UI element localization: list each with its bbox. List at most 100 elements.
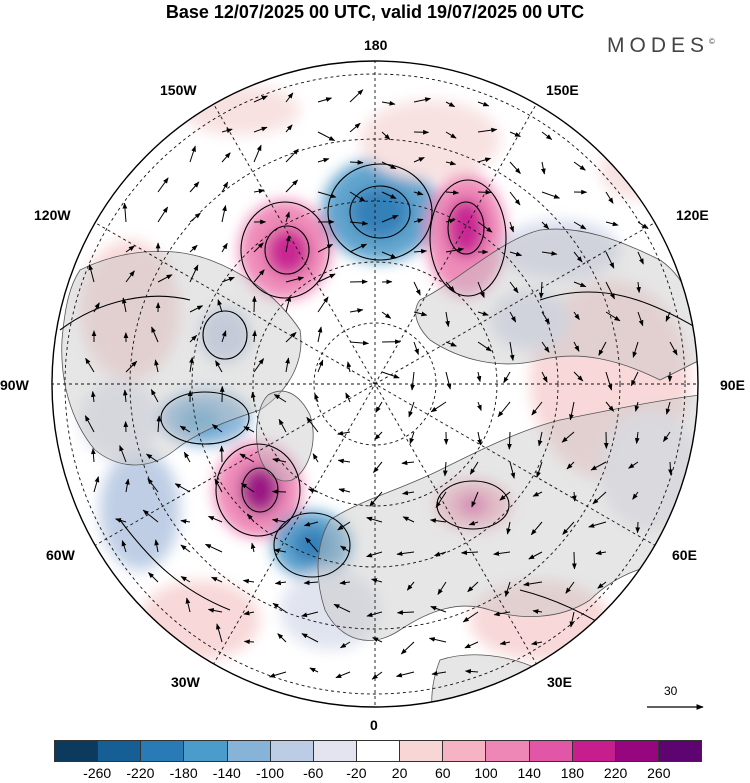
wind-vector — [435, 491, 447, 509]
wind-vector — [605, 371, 613, 391]
wind-vector — [278, 418, 287, 433]
wind-vector — [285, 295, 292, 313]
wind-vector — [445, 247, 465, 253]
wind-vector — [381, 100, 396, 106]
wind-vector — [573, 371, 584, 382]
wind-vector — [285, 276, 305, 283]
wind-vector — [189, 145, 196, 163]
wind-vector — [395, 671, 415, 678]
anomaly-region — [600, 410, 698, 530]
wind-vector — [243, 639, 255, 645]
wind-vector — [573, 311, 580, 321]
graticule — [52, 61, 698, 707]
wind-vector — [189, 212, 201, 223]
wind-vector — [189, 356, 194, 373]
colorbar-label: -180 — [169, 765, 198, 781]
colorbar-swatch — [571, 741, 615, 761]
wind-vector — [637, 311, 644, 327]
wind-vector — [214, 478, 223, 493]
wind-vector — [345, 392, 351, 403]
anomaly-region — [266, 228, 310, 276]
wind-vector — [665, 311, 671, 322]
wind-vector — [605, 251, 615, 269]
wind-vector — [371, 671, 383, 680]
wind-vector — [207, 515, 223, 523]
colorbar — [54, 740, 702, 762]
wind-vector — [157, 206, 169, 223]
wind-vector — [151, 326, 159, 343]
wind-vector — [662, 431, 671, 442]
wind-vector — [189, 181, 200, 193]
wind-vector — [115, 518, 127, 523]
wind-vector — [532, 491, 543, 497]
wind-vector — [154, 359, 159, 373]
wind-vector — [349, 122, 361, 133]
wind-vector — [240, 482, 255, 493]
wind-vector — [317, 157, 330, 163]
wind-vector — [381, 131, 391, 140]
wind-vector — [509, 161, 521, 174]
wind-vector — [243, 426, 255, 433]
wind-vector — [146, 453, 159, 463]
wind-vector — [396, 610, 415, 615]
wind-vector — [632, 491, 639, 500]
wind-vector — [273, 548, 287, 554]
wind-vector — [253, 358, 265, 373]
anomaly-region — [360, 100, 500, 180]
wind-vector — [493, 611, 511, 617]
wind-vector — [217, 299, 223, 313]
wind-vector — [156, 415, 162, 433]
brand-name: MODES — [607, 34, 710, 57]
colorbar-label: 20 — [391, 765, 408, 781]
wind-scale-value: 30 — [664, 684, 678, 698]
coastlines — [61, 228, 698, 707]
colorbar-swatch — [140, 741, 184, 761]
wind-vector — [541, 131, 553, 140]
wind-vector — [434, 551, 447, 557]
wind-vector — [349, 160, 364, 165]
wind-vector — [273, 394, 287, 403]
land-greenland — [256, 390, 314, 482]
wind-vector — [401, 460, 415, 466]
wind-vector — [497, 401, 511, 418]
wind-vector — [632, 341, 639, 358]
wind-vector — [540, 161, 546, 175]
wind-vector — [408, 401, 415, 418]
wind-vector — [317, 131, 336, 142]
wind-vector — [381, 214, 399, 223]
wind-vector — [271, 518, 287, 523]
lon-label-120e: 120E — [676, 207, 709, 223]
wind-vector — [477, 157, 492, 163]
wind-vector — [541, 191, 561, 199]
lon-label-120w: 120W — [34, 207, 71, 223]
wind-vector — [396, 551, 415, 556]
wind-vector — [285, 92, 294, 103]
wind-vector — [303, 580, 319, 586]
colorbar-swatch — [442, 741, 486, 761]
wind-vector — [605, 191, 614, 204]
colorbar-swatch — [269, 741, 313, 761]
wind-vector — [121, 540, 127, 553]
wind-vector — [142, 509, 159, 523]
wind-vector — [277, 633, 287, 643]
wind-vector — [301, 633, 319, 643]
anomaly-region — [178, 406, 222, 434]
wind-vector — [400, 641, 415, 655]
wind-vector — [477, 101, 490, 107]
wind-vector — [285, 357, 290, 373]
wind-vector — [381, 161, 397, 170]
lon-label-0: 0 — [370, 717, 378, 733]
wind-vector — [372, 637, 383, 643]
colorbar-label: 140 — [517, 765, 541, 781]
wind-vector — [413, 97, 432, 103]
wind-vector — [477, 311, 489, 316]
colorbar-swatch — [55, 741, 98, 761]
wind-vector — [528, 551, 543, 560]
lon-label-150e: 150E — [546, 82, 579, 98]
wind-vector — [445, 311, 450, 328]
wind-vector — [605, 401, 615, 412]
wind-vector — [337, 458, 351, 464]
wind-vector — [211, 424, 223, 433]
wind-vector — [285, 179, 299, 193]
wind-vector — [634, 401, 640, 412]
